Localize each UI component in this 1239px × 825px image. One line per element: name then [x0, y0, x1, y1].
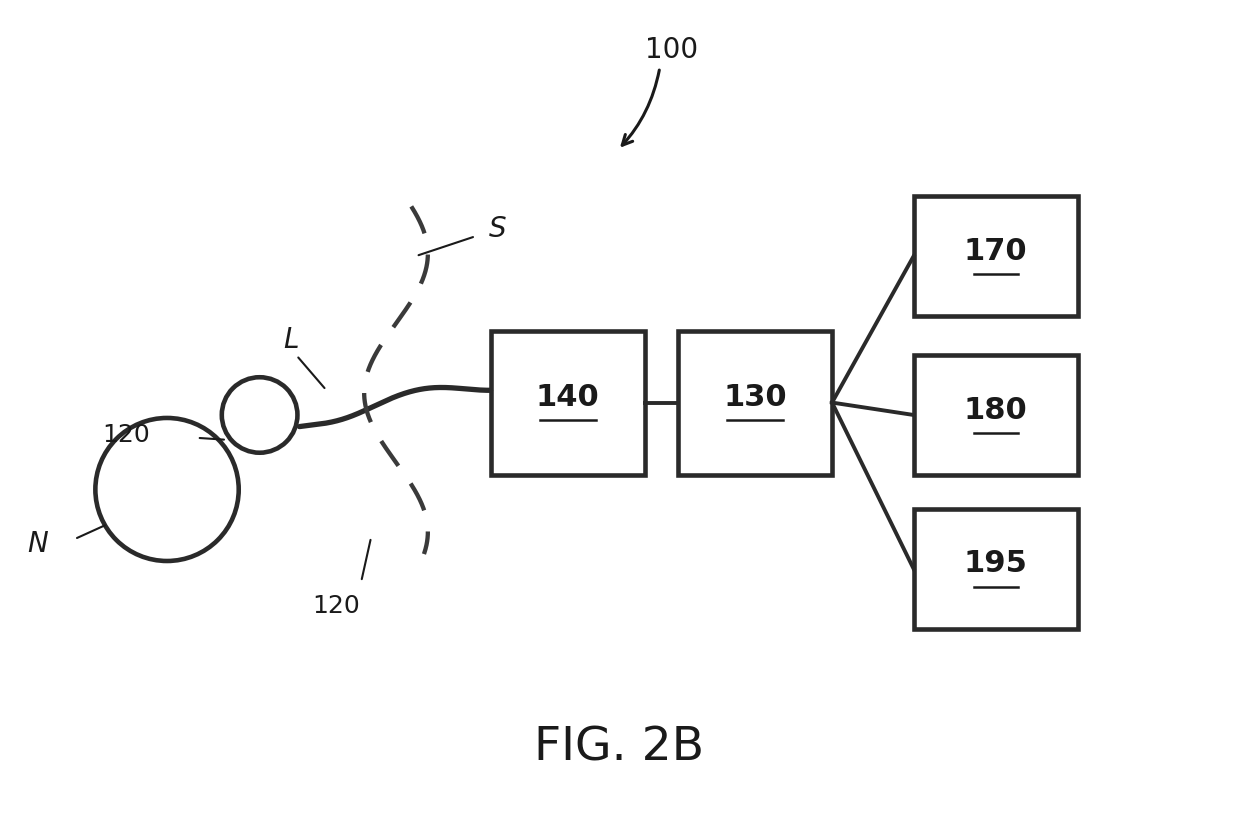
Bar: [678, 331, 833, 474]
Text: 130: 130: [724, 383, 787, 412]
Bar: [913, 196, 1078, 316]
Text: FIG. 2B: FIG. 2B: [534, 725, 704, 771]
Text: 120: 120: [103, 423, 150, 447]
Text: 100: 100: [646, 36, 699, 64]
Text: 140: 140: [535, 383, 600, 412]
Text: 180: 180: [964, 395, 1027, 425]
Bar: [913, 509, 1078, 629]
Bar: [913, 356, 1078, 474]
Text: S: S: [488, 215, 507, 243]
Text: 195: 195: [964, 549, 1027, 578]
Text: 170: 170: [964, 237, 1027, 266]
Text: L: L: [284, 327, 299, 355]
Text: N: N: [27, 530, 48, 558]
Text: 120: 120: [312, 594, 361, 618]
Bar: [491, 331, 644, 474]
